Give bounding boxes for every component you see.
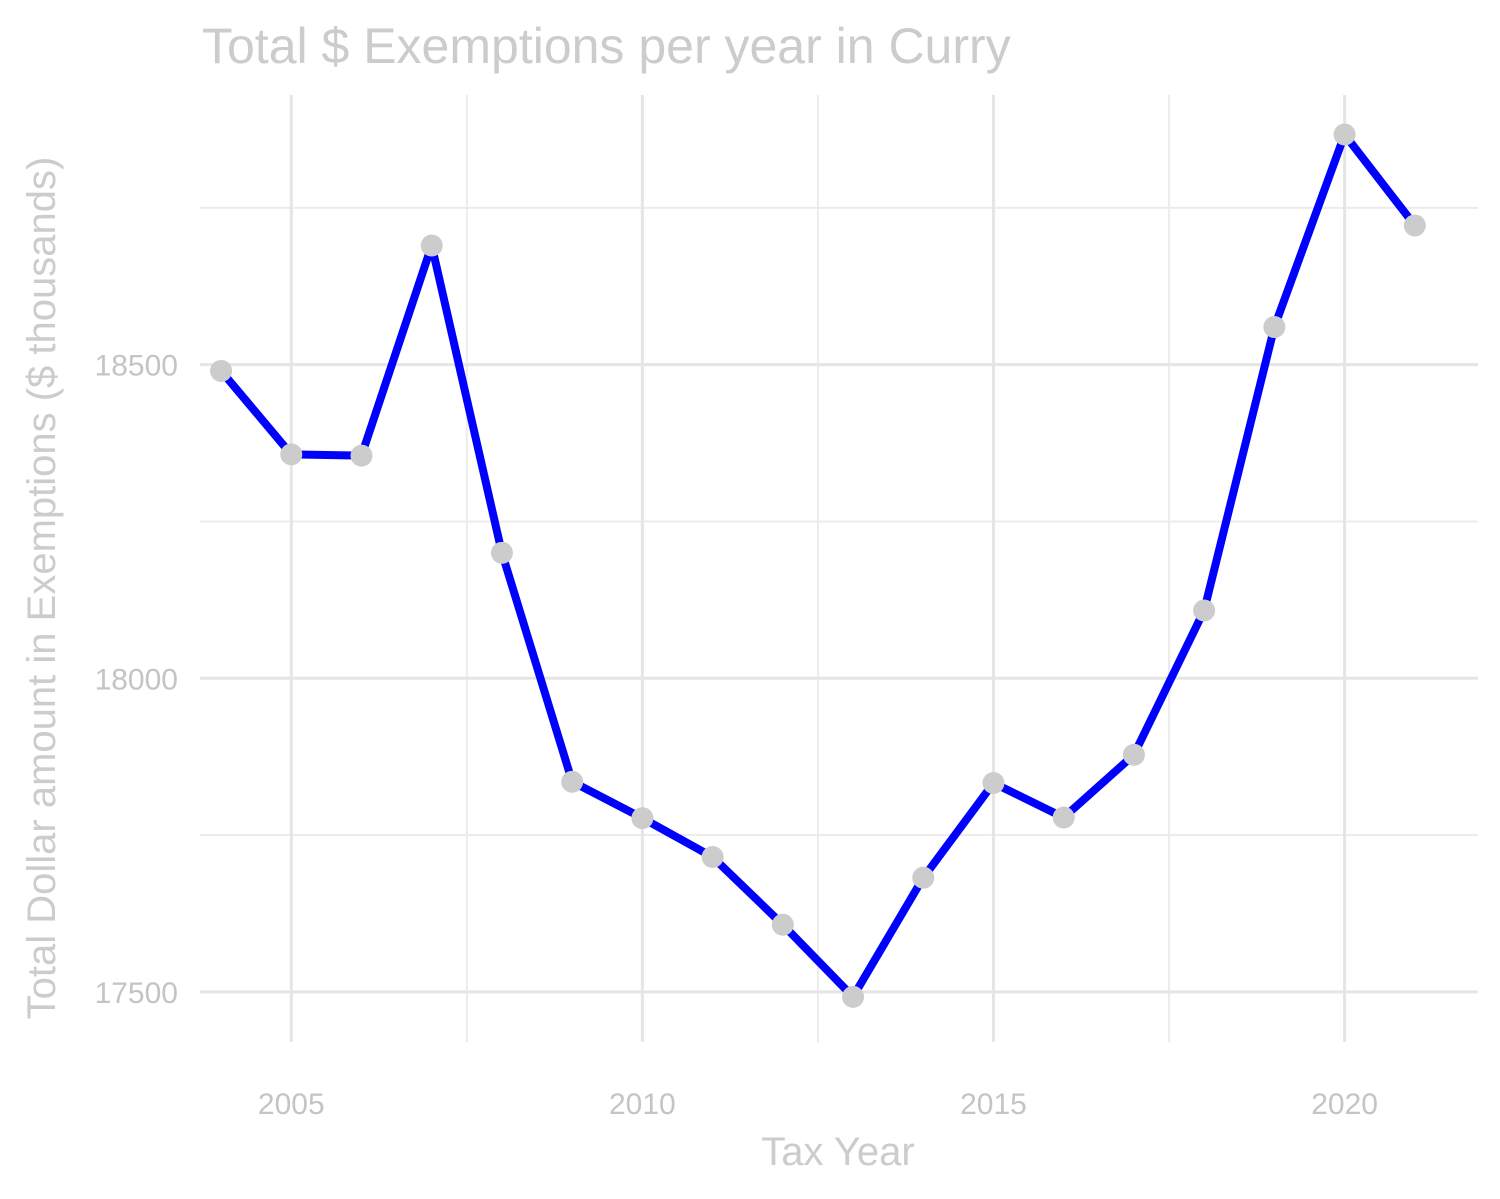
data-point bbox=[1193, 599, 1216, 622]
data-point bbox=[982, 771, 1005, 794]
y-tick-label: 17500 bbox=[95, 977, 178, 1010]
y-axis-title: Total Dollar amount in Exemptions ($ tho… bbox=[20, 157, 64, 1020]
y-tick-label: 18500 bbox=[95, 350, 178, 383]
x-tick-label: 2015 bbox=[960, 1088, 1027, 1121]
data-point bbox=[842, 985, 865, 1008]
data-point bbox=[1263, 316, 1286, 339]
x-tick-label: 2010 bbox=[609, 1088, 676, 1121]
x-axis-title: Tax Year bbox=[761, 1130, 914, 1174]
chart-title: Total $ Exemptions per year in Curry bbox=[202, 18, 1011, 74]
data-point bbox=[631, 807, 654, 830]
tick-labels: 2005 2010 2015 2020 17500 18000 18500 bbox=[95, 350, 1378, 1121]
data-point bbox=[1052, 806, 1075, 829]
data-point bbox=[490, 541, 513, 564]
data-point bbox=[1122, 743, 1145, 766]
data-point bbox=[1333, 123, 1356, 146]
data-point bbox=[1403, 214, 1426, 237]
series-layer bbox=[218, 130, 1418, 1001]
data-point bbox=[771, 913, 794, 936]
data-point bbox=[912, 866, 935, 889]
series-line bbox=[218, 130, 1418, 1001]
data-point bbox=[420, 234, 443, 257]
data-point bbox=[350, 444, 373, 467]
points-layer bbox=[210, 123, 1426, 1008]
grid-lines bbox=[200, 95, 1478, 1042]
data-point bbox=[280, 443, 303, 466]
data-point bbox=[210, 359, 233, 382]
data-point bbox=[561, 770, 584, 793]
x-tick-label: 2005 bbox=[258, 1088, 325, 1121]
data-point bbox=[701, 845, 724, 868]
x-tick-label: 2020 bbox=[1311, 1088, 1378, 1121]
y-tick-label: 18000 bbox=[95, 663, 178, 696]
